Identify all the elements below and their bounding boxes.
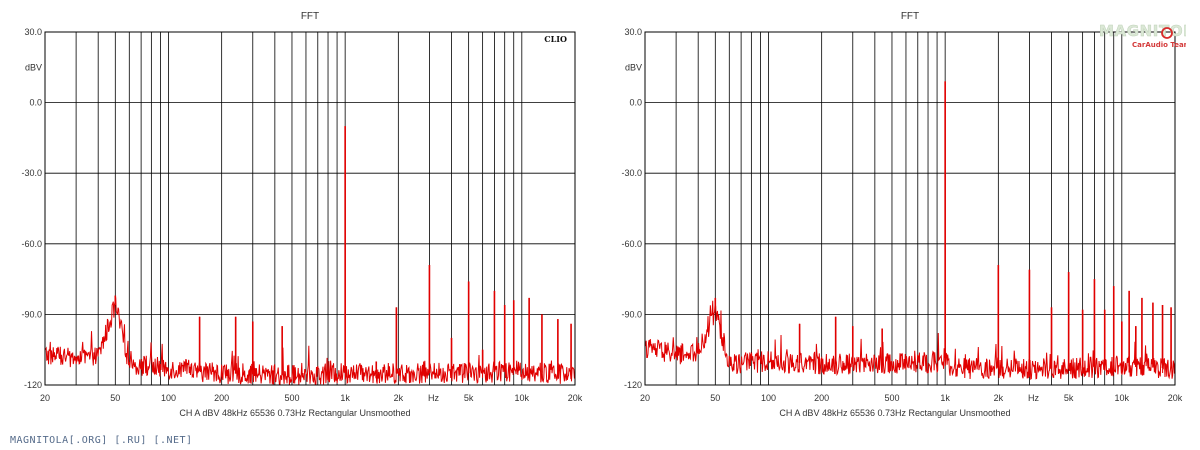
- y-tick-label: 30.0: [624, 27, 642, 37]
- left-fft-chart: FFT 30.0 0.0 -30.0 -60.0 -90.0 -120 dBV 20 50 100 2…: [0, 0, 600, 430]
- x-tick-label: 20: [640, 393, 650, 403]
- y-tick-label: -60.0: [21, 239, 42, 249]
- x-tick-label: 1k: [340, 393, 350, 403]
- y-tick-label: -120: [624, 380, 642, 390]
- y-tick-label: -90.0: [621, 309, 642, 319]
- x-tick-label: 10k: [515, 393, 530, 403]
- x-tick-label: 20: [40, 393, 50, 403]
- measurement-info: CH A dBV 48kHz 65536 0.73Hz Rectangular …: [779, 408, 1010, 418]
- svg-text:MAGNITOLA: MAGNITOLA: [1099, 22, 1186, 40]
- plot-area: [645, 32, 1175, 385]
- fft-spectrum-line: [45, 126, 575, 385]
- x-tick-label: 2k: [394, 393, 404, 403]
- y-tick-label: -60.0: [621, 239, 642, 249]
- x-tick-label: 2k: [994, 393, 1004, 403]
- clio-brand-label: CLIO: [544, 34, 567, 44]
- y-tick-label: -30.0: [21, 168, 42, 178]
- x-tick-label: 200: [214, 393, 229, 403]
- x-tick-label: 200: [814, 393, 829, 403]
- x-tick-label: 500: [284, 393, 299, 403]
- y-tick-label: -90.0: [21, 309, 42, 319]
- right-fft-chart: FFT 30.0 0.0 -30.0 -60.0 -90.0 -120 dBV 20 50 100 2…: [600, 0, 1200, 430]
- y-tick-label: 30.0: [24, 27, 42, 37]
- x-tick-label: Hz: [1028, 393, 1039, 403]
- chart-title: FFT: [301, 11, 319, 22]
- plot-area: [45, 32, 575, 385]
- x-tick-label: 20k: [1168, 393, 1183, 403]
- x-tick-label: 500: [884, 393, 899, 403]
- left-fft-svg: FFT 30.0 0.0 -30.0 -60.0 -90.0 -120 dBV 20 50 100 2…: [21, 11, 583, 418]
- y-axis-unit-label: dBV: [625, 62, 642, 72]
- right-fft-svg: FFT 30.0 0.0 -30.0 -60.0 -90.0 -120 dBV 20 50 100 2…: [621, 11, 1183, 418]
- y-tick-label: 0.0: [29, 98, 42, 108]
- y-axis-unit-label: dBV: [25, 62, 42, 72]
- magnitola-logo: MAGNITOLA CarAudio Team: [1098, 18, 1200, 52]
- x-tick-label: 50: [110, 393, 120, 403]
- x-tick-label: 100: [761, 393, 776, 403]
- site-watermark: MAGNITOLA[.ORG] [.RU] [.NET]: [10, 435, 193, 446]
- x-tick-label: 1k: [940, 393, 950, 403]
- x-tick-label: 20k: [568, 393, 583, 403]
- vertical-gridlines: [75, 32, 523, 385]
- y-tick-label: -120: [24, 380, 42, 390]
- x-tick-label: 5k: [464, 393, 474, 403]
- svg-text:CarAudio Team: CarAudio Team: [1132, 41, 1186, 49]
- chart-title: FFT: [901, 11, 919, 22]
- x-tick-label: 5k: [1064, 393, 1074, 403]
- plot-frame: [644, 31, 1176, 386]
- y-tick-label: -30.0: [621, 168, 642, 178]
- x-tick-label: 50: [710, 393, 720, 403]
- measurement-info: CH A dBV 48kHz 65536 0.73Hz Rectangular …: [179, 408, 410, 418]
- x-tick-label: Hz: [428, 393, 439, 403]
- plot-frame: [44, 31, 576, 386]
- y-tick-label: 0.0: [629, 98, 642, 108]
- fft-spectrum-line: [645, 81, 1175, 381]
- x-tick-label: 100: [161, 393, 176, 403]
- x-tick-label: 10k: [1115, 393, 1130, 403]
